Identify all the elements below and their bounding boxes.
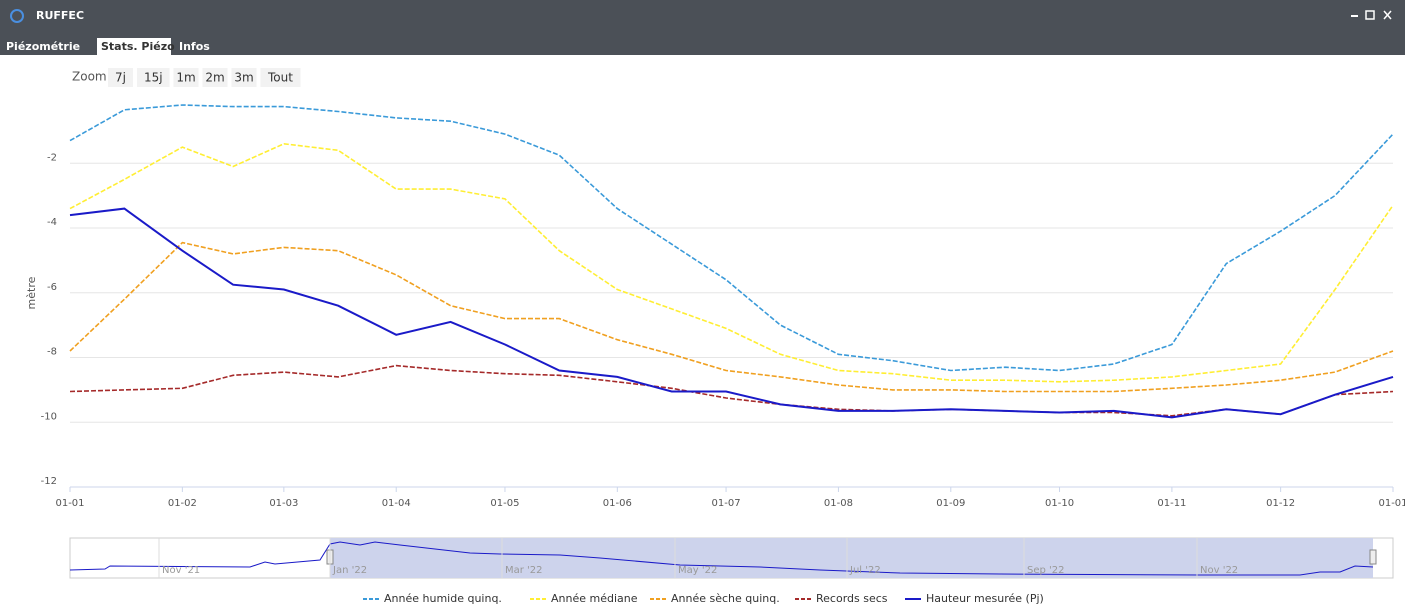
maximize-button[interactable] bbox=[1365, 10, 1375, 20]
x-tick-label: 01-07 bbox=[712, 498, 741, 509]
y-tick-label: -4 bbox=[47, 217, 57, 228]
zoom-bar: Zoom bbox=[72, 70, 107, 84]
window-controls[interactable] bbox=[1351, 10, 1392, 20]
navigator-label: Jul '22 bbox=[849, 565, 881, 576]
close-button[interactable] bbox=[1383, 10, 1392, 20]
navigator-label: Nov '22 bbox=[1200, 565, 1238, 576]
window-title: RUFFEC bbox=[36, 9, 84, 22]
legend-label[interactable]: Records secs bbox=[816, 592, 888, 605]
navigator-label: May '22 bbox=[678, 565, 717, 576]
series-line bbox=[69, 104, 1394, 372]
x-tick-label: 01-01 bbox=[1378, 498, 1405, 509]
y-tick-label: -6 bbox=[47, 282, 57, 293]
x-tick-label: 01-05 bbox=[490, 498, 519, 509]
series-line bbox=[69, 241, 1394, 393]
x-tick-label: 01-10 bbox=[1045, 498, 1074, 509]
zoom-button-bg[interactable] bbox=[173, 68, 199, 87]
zoom-button[interactable]: 1m bbox=[176, 71, 195, 85]
navigator-label: Jan '22 bbox=[332, 565, 367, 576]
legend-label[interactable]: Hauteur mesurée (Pj) bbox=[926, 592, 1044, 605]
active-tab-bg bbox=[97, 38, 171, 55]
zoom-button-bg[interactable] bbox=[137, 68, 170, 87]
zoom-button-bg[interactable] bbox=[260, 68, 301, 87]
navigator-label: Mar '22 bbox=[505, 565, 543, 576]
x-tick-label: 01-02 bbox=[168, 498, 197, 509]
zoom-button-bg[interactable] bbox=[202, 68, 228, 87]
navigator-line bbox=[69, 541, 1374, 576]
y-tick-label: -10 bbox=[41, 411, 57, 422]
zoom-button[interactable]: Tout bbox=[267, 71, 293, 85]
series-line bbox=[69, 142, 1394, 383]
tab-active[interactable]: Stats. Piézo bbox=[101, 40, 175, 53]
legend-label[interactable]: Année sèche quinq. bbox=[671, 592, 780, 605]
tab[interactable]: Piézométrie bbox=[6, 40, 80, 53]
x-tick-label: 01-04 bbox=[382, 498, 411, 509]
y-tick-label: -8 bbox=[47, 347, 57, 358]
minimize-button[interactable] bbox=[1351, 15, 1358, 17]
y-tick-label: -2 bbox=[47, 152, 57, 163]
series-line bbox=[69, 207, 1394, 419]
x-tick-label: 01-09 bbox=[936, 498, 965, 509]
legend-label[interactable]: Année humide quinq. bbox=[384, 592, 502, 605]
y-tick-label: -12 bbox=[41, 476, 57, 487]
x-tick-label: 01-11 bbox=[1157, 498, 1186, 509]
x-tick-label: 01-08 bbox=[824, 498, 853, 509]
x-tick-label: 01-03 bbox=[269, 498, 298, 509]
zoom-button-bg[interactable] bbox=[108, 68, 133, 87]
y-axis-label: mètre bbox=[25, 276, 38, 309]
window-icon bbox=[10, 9, 24, 23]
zoom-button[interactable]: 3m bbox=[234, 71, 253, 85]
legend-label[interactable]: Année médiane bbox=[551, 592, 638, 605]
series-line bbox=[69, 364, 1394, 417]
zoom-button-bg[interactable] bbox=[231, 68, 257, 87]
zoom-button[interactable]: 2m bbox=[205, 71, 224, 85]
title-bar bbox=[0, 0, 1405, 55]
zoom-label: Zoom bbox=[72, 70, 107, 84]
tab[interactable]: Infos bbox=[179, 40, 210, 53]
x-tick-label: 01-06 bbox=[603, 498, 632, 509]
navigator-label: Nov '21 bbox=[162, 565, 200, 576]
zoom-button[interactable]: 7j bbox=[115, 71, 126, 85]
zoom-button[interactable]: 15j bbox=[144, 71, 163, 85]
x-tick-label: 01-01 bbox=[55, 498, 84, 509]
navigator-label: Sep '22 bbox=[1027, 565, 1065, 576]
navigator-handle[interactable] bbox=[1369, 549, 1377, 565]
x-tick-label: 01-12 bbox=[1266, 498, 1295, 509]
